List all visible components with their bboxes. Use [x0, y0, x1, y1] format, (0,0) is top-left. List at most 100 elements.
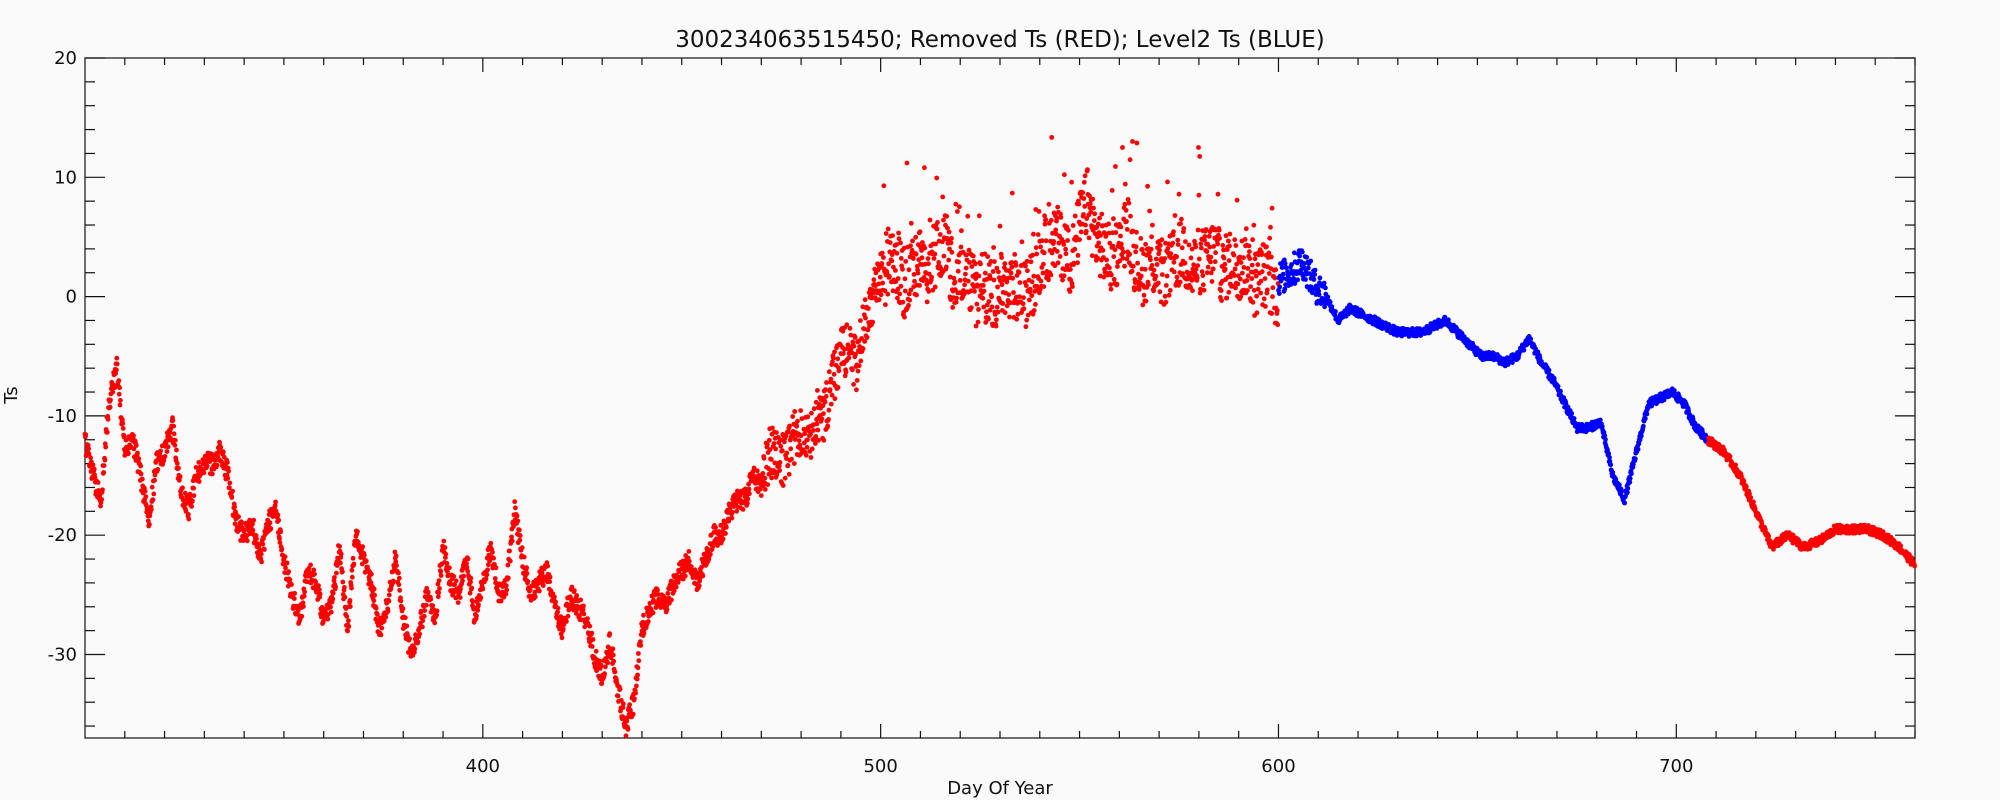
data-point	[438, 573, 444, 578]
data-point	[825, 423, 831, 429]
data-point	[1091, 218, 1097, 224]
data-point	[1312, 267, 1318, 273]
data-point	[507, 548, 512, 554]
data-point	[1085, 167, 1090, 173]
data-point	[862, 297, 868, 303]
data-point	[386, 598, 392, 604]
data-point	[311, 567, 317, 573]
data-point	[1113, 164, 1118, 169]
data-point	[1069, 179, 1074, 185]
data-point	[347, 604, 353, 609]
data-point	[1201, 287, 1207, 293]
data-point	[976, 273, 982, 279]
data-point	[460, 578, 465, 584]
data-point	[1268, 254, 1274, 260]
data-point	[723, 524, 729, 530]
data-point	[893, 268, 898, 273]
data-point	[337, 544, 342, 549]
data-point	[1174, 274, 1180, 280]
data-point	[465, 556, 471, 562]
data-point	[99, 497, 105, 502]
data-point	[1251, 287, 1257, 293]
data-point	[469, 585, 475, 591]
data-point	[117, 402, 123, 408]
data-point	[1035, 232, 1041, 238]
data-point	[910, 238, 915, 244]
data-point	[1017, 294, 1022, 299]
data-point	[1215, 191, 1221, 197]
data-point	[1195, 263, 1201, 268]
data-point	[1317, 275, 1323, 281]
data-point	[547, 579, 553, 585]
data-point	[1100, 247, 1106, 253]
data-point	[906, 267, 912, 273]
data-point	[1282, 286, 1288, 292]
data-point	[976, 213, 982, 219]
data-point	[769, 475, 774, 481]
data-point	[1197, 290, 1203, 296]
data-point	[372, 592, 377, 598]
data-point	[1007, 314, 1012, 320]
data-point	[1209, 279, 1215, 284]
data-point	[1002, 310, 1008, 316]
data-point	[101, 463, 107, 468]
data-point	[507, 558, 513, 564]
data-point	[597, 658, 602, 664]
data-point	[1238, 294, 1244, 300]
data-point	[747, 491, 752, 497]
data-point	[900, 266, 905, 272]
data-point	[1226, 289, 1232, 295]
data-point	[167, 430, 173, 435]
data-point	[936, 260, 942, 265]
data-point	[590, 637, 596, 642]
data-point	[436, 590, 442, 596]
data-point	[603, 664, 608, 670]
data-point	[1510, 360, 1515, 365]
data-point	[1011, 290, 1016, 295]
data-point	[787, 423, 792, 429]
data-point	[1087, 193, 1092, 199]
data-point	[879, 250, 885, 256]
data-point	[1146, 282, 1151, 288]
y-tick-label: 0	[66, 287, 77, 308]
data-point	[1283, 265, 1289, 270]
data-point	[1061, 242, 1067, 247]
data-point	[773, 446, 778, 452]
data-point	[116, 391, 122, 397]
data-point	[1178, 221, 1183, 227]
data-point	[641, 612, 646, 618]
data-point	[273, 499, 278, 505]
data-point	[1124, 256, 1130, 262]
data-point	[369, 571, 374, 577]
data-point	[1248, 284, 1253, 289]
data-point	[1149, 234, 1154, 240]
data-point	[1010, 275, 1016, 281]
data-point	[877, 274, 883, 280]
data-point	[1198, 241, 1204, 247]
data-point	[1253, 273, 1259, 279]
data-point	[878, 292, 884, 298]
data-point	[98, 503, 103, 509]
data-point	[1078, 229, 1084, 235]
data-point	[924, 299, 930, 305]
data-point	[1210, 266, 1216, 272]
data-point	[599, 681, 605, 686]
data-point	[933, 241, 938, 247]
data-point	[1033, 245, 1039, 251]
data-point	[577, 613, 582, 619]
data-point	[1118, 224, 1124, 230]
data-point	[958, 244, 964, 250]
data-point	[792, 409, 798, 414]
data-point	[415, 639, 421, 645]
data-point	[1289, 262, 1294, 267]
data-point	[225, 460, 230, 465]
data-point	[149, 484, 155, 490]
data-point	[593, 648, 599, 654]
data-point	[898, 240, 903, 246]
data-point	[218, 444, 224, 450]
data-point	[762, 475, 768, 481]
data-point	[428, 596, 434, 602]
y-tick-label: 20	[54, 48, 77, 69]
data-point	[1213, 250, 1218, 256]
data-point	[451, 574, 457, 579]
